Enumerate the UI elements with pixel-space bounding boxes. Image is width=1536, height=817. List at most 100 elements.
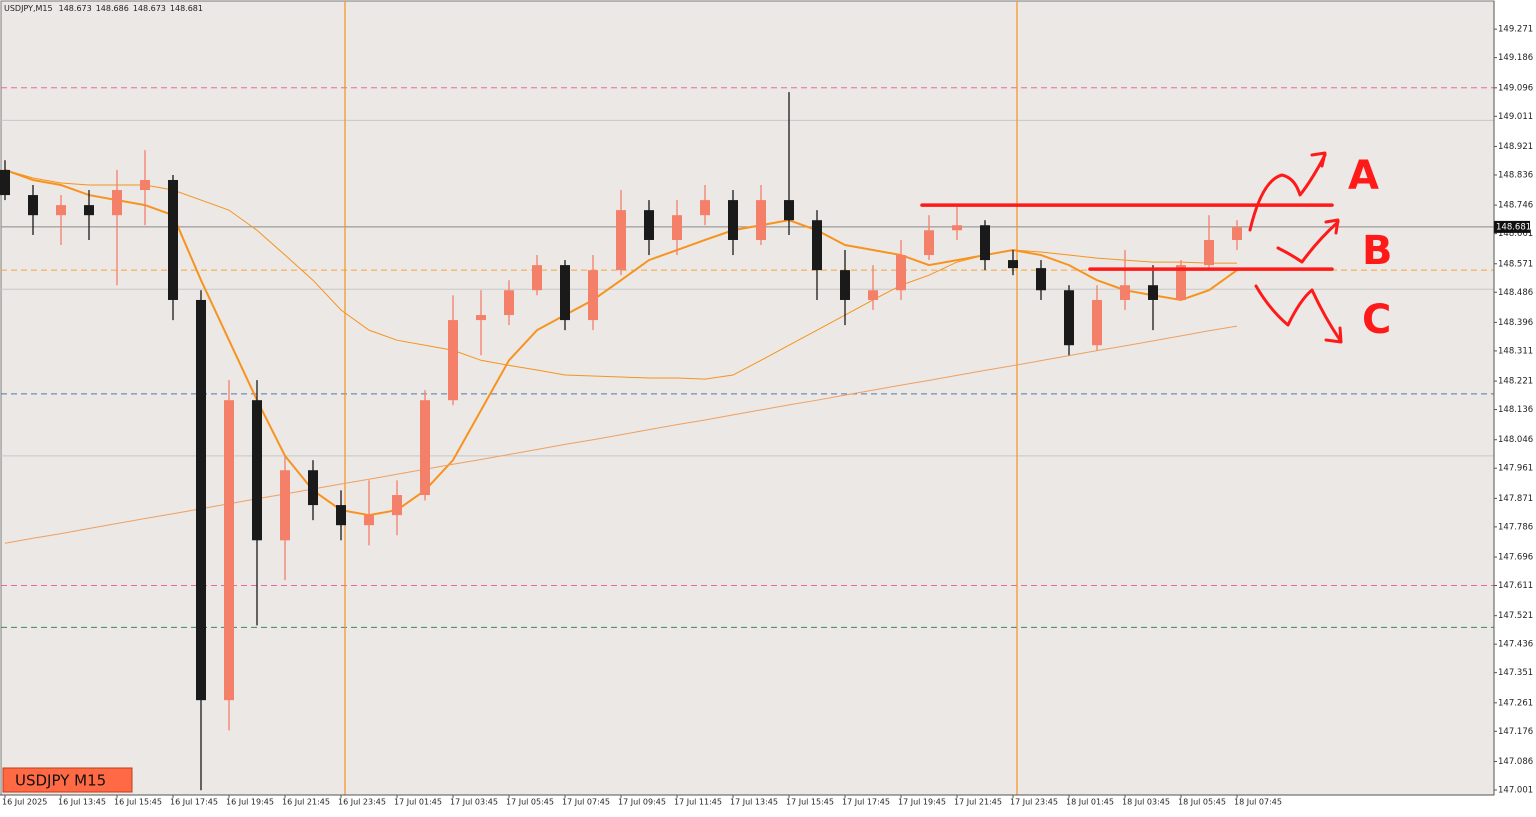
candle-body bbox=[728, 200, 738, 240]
candle-body bbox=[616, 210, 626, 271]
scenario-label: B bbox=[1362, 228, 1393, 274]
candle-body bbox=[112, 190, 122, 216]
scenario-label: C bbox=[1362, 297, 1391, 343]
x-tick-label: 16 Jul 15:45 bbox=[114, 798, 162, 807]
candle-body bbox=[588, 270, 598, 321]
x-tick-label: 18 Jul 03:45 bbox=[1122, 798, 1170, 807]
x-tick-label: 18 Jul 05:45 bbox=[1178, 798, 1226, 807]
candle-body bbox=[0, 169, 10, 196]
scenario-arrow bbox=[1276, 220, 1340, 264]
scenario-arrow bbox=[1248, 153, 1327, 232]
candles bbox=[0, 92, 1242, 791]
candle-body bbox=[224, 400, 234, 701]
y-tick-label: 149.271 bbox=[1498, 25, 1533, 35]
candle-body bbox=[560, 265, 570, 321]
y-tick-label: 149.186 bbox=[1498, 53, 1533, 63]
symbol: USDJPY,M15 bbox=[4, 4, 53, 13]
y-tick-label: 148.311 bbox=[1498, 346, 1533, 356]
y-tick-label: 147.261 bbox=[1498, 698, 1533, 708]
x-tick-label: 16 Jul 23:45 bbox=[338, 798, 386, 807]
x-tick-label: 17 Jul 17:45 bbox=[842, 798, 890, 807]
candle-body bbox=[812, 220, 822, 271]
symbol-badge bbox=[2, 767, 133, 793]
x-tick-label: 17 Jul 23:45 bbox=[1010, 798, 1058, 807]
moving-averages bbox=[4, 168, 1238, 544]
x-tick-label: 17 Jul 07:45 bbox=[562, 798, 610, 807]
x-tick-label: 17 Jul 01:45 bbox=[394, 798, 442, 807]
moving-average bbox=[4, 169, 1237, 380]
price-badge-label: 148.681 bbox=[1496, 222, 1531, 232]
arrow-head bbox=[1324, 218, 1340, 235]
info-low: 148.673 bbox=[133, 4, 166, 13]
x-tick-label: 17 Jul 21:45 bbox=[954, 798, 1002, 807]
moving-average bbox=[4, 168, 1238, 517]
y-tick-label: 147.086 bbox=[1498, 757, 1533, 767]
x-tick-label: 17 Jul 19:45 bbox=[898, 798, 946, 807]
y-tick-label: 147.961 bbox=[1498, 464, 1533, 474]
candle-body bbox=[336, 505, 346, 526]
y-tick-label: 148.486 bbox=[1498, 288, 1533, 298]
candle-body bbox=[392, 495, 402, 516]
y-tick-label: 147.001 bbox=[1498, 785, 1533, 795]
candle-body bbox=[420, 400, 430, 496]
drawings bbox=[920, 151, 1343, 344]
y-tick-label: 147.611 bbox=[1498, 581, 1533, 591]
x-tick-label: 16 Jul 13:45 bbox=[58, 798, 106, 807]
candle-body bbox=[700, 200, 710, 216]
candle-body bbox=[84, 205, 94, 216]
scenario-arrow bbox=[1254, 284, 1342, 342]
y-tick-label: 149.011 bbox=[1498, 112, 1533, 122]
info-high: 148.686 bbox=[96, 4, 129, 13]
candle-body bbox=[1008, 260, 1018, 269]
y-tick-label: 147.176 bbox=[1498, 727, 1533, 737]
candle-body bbox=[672, 215, 682, 240]
candle-body bbox=[1232, 226, 1242, 240]
x-tick-label: 17 Jul 03:45 bbox=[450, 798, 498, 807]
candle-body bbox=[756, 200, 766, 240]
x-tick-label: 16 Jul 2025 bbox=[2, 798, 47, 807]
y-tick-label: 147.786 bbox=[1498, 522, 1533, 532]
candle-body bbox=[196, 299, 206, 701]
scenario-label: A bbox=[1348, 153, 1379, 199]
y-tick-label: 147.351 bbox=[1498, 668, 1533, 678]
y-tick-label: 147.436 bbox=[1498, 640, 1533, 650]
candle-body bbox=[840, 270, 850, 300]
x-tick-label: 17 Jul 11:45 bbox=[674, 798, 722, 807]
candle-body bbox=[644, 210, 654, 240]
candle-body bbox=[1176, 265, 1186, 300]
candle-body bbox=[924, 230, 934, 256]
x-tick-label: 18 Jul 07:45 bbox=[1234, 798, 1282, 807]
candle-body bbox=[784, 200, 794, 221]
x-tick-label: 17 Jul 09:45 bbox=[618, 798, 666, 807]
x-tick-label: 17 Jul 15:45 bbox=[786, 798, 834, 807]
y-tick-label: 148.836 bbox=[1498, 170, 1533, 180]
x-tick-label: 16 Jul 21:45 bbox=[282, 798, 330, 807]
candle-body bbox=[1204, 239, 1214, 266]
candle-body bbox=[1092, 299, 1102, 346]
x-tick-label: 17 Jul 05:45 bbox=[506, 798, 554, 807]
info-line: USDJPY,M15 148.673 148.686 148.673 148.681 bbox=[4, 4, 203, 13]
x-tick-label: 18 Jul 01:45 bbox=[1066, 798, 1114, 807]
y-tick-label: 148.571 bbox=[1498, 259, 1533, 269]
info-close: 148.681 bbox=[170, 4, 203, 13]
y-tick-label: 149.096 bbox=[1498, 83, 1533, 93]
candle-body bbox=[168, 179, 178, 300]
candle-body bbox=[28, 195, 38, 216]
y-tick-label: 147.521 bbox=[1498, 611, 1533, 621]
arrow-head bbox=[1324, 326, 1343, 344]
y-tick-label: 147.696 bbox=[1498, 553, 1533, 563]
x-tick-label: 16 Jul 17:45 bbox=[170, 798, 218, 807]
candle-body bbox=[532, 265, 542, 291]
symbol-label: USDJPY M15 bbox=[15, 772, 106, 790]
x-tick-label: 17 Jul 13:45 bbox=[730, 798, 778, 807]
plot-area bbox=[0, 0, 1495, 796]
candle-body bbox=[252, 400, 262, 541]
y-tick-label: 147.871 bbox=[1498, 494, 1533, 504]
candle-body bbox=[476, 315, 486, 321]
candle-body bbox=[896, 255, 906, 291]
x-tick-label: 16 Jul 19:45 bbox=[226, 798, 274, 807]
candle-body bbox=[952, 225, 962, 231]
candle-body bbox=[1036, 268, 1046, 291]
y-tick-label: 148.661 bbox=[1498, 229, 1533, 239]
